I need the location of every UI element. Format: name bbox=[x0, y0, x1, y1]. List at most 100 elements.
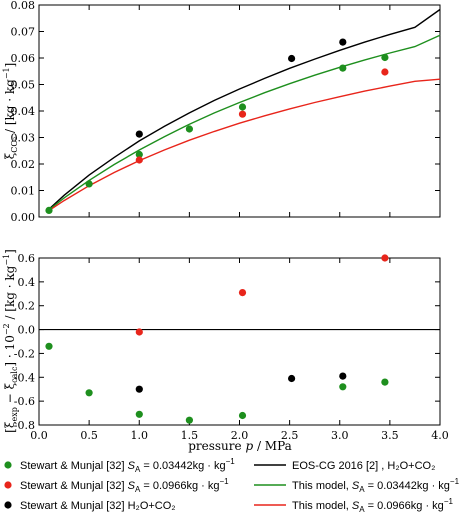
legend-label-prefix-1: Stewart & Munjal [32] bbox=[20, 480, 128, 492]
top-ytick-label-2: 0.02 bbox=[11, 158, 36, 171]
top-panel: 0.00 0.01 0.02 0.03 0.04 0.05 0.06 0.07 0.08 ξCO… bbox=[2, 0, 441, 224]
legend-marker-2 bbox=[4, 501, 12, 509]
legend-label-prefix-0: Stewart & Munjal [32] bbox=[20, 460, 128, 472]
bottom-ylabel-b: − ξ bbox=[3, 382, 17, 407]
top-point-s2-1 bbox=[288, 54, 296, 63]
top-line-series-1 bbox=[48, 34, 441, 211]
top-ylabel-sup: −1 bbox=[2, 67, 11, 79]
bottom-plot-frame bbox=[38, 257, 441, 426]
top-ylabel-main: ξ bbox=[3, 152, 17, 159]
top-ylabel-end: ] bbox=[3, 63, 17, 68]
legend-label-prefix-2: Stewart & Munjal [32] bbox=[20, 500, 128, 512]
top-point-s0-3 bbox=[185, 125, 193, 133]
top-lines bbox=[48, 8, 441, 212]
bottom-ylabel-e: ] bbox=[3, 249, 17, 254]
legend-label-sup-1: −1 bbox=[220, 477, 230, 486]
top-ytick-label-1: 0.01 bbox=[11, 185, 36, 198]
bottom-xtick-label-0: 0.0 bbox=[30, 429, 48, 442]
bottom-point-s2-1 bbox=[288, 374, 296, 383]
top-point-s0-0 bbox=[45, 206, 53, 214]
legend-label-symbol-1: S bbox=[128, 480, 136, 492]
legend-label-sub-5: A bbox=[359, 505, 365, 514]
bottom-y-axis-label: [ξexp − ξcalc] · 10−2 / [kg · kg−1] bbox=[2, 249, 19, 433]
top-ytick-label-0: 0.00 bbox=[11, 211, 36, 224]
top-y-axis-label: ξCO₂ / [kg · kg−1] bbox=[2, 63, 19, 160]
legend-label-5: This model, SA = 0.0966kg · kg−1 bbox=[292, 497, 453, 514]
bottom-point-s1-2 bbox=[381, 254, 389, 262]
legend-marker-1 bbox=[4, 481, 12, 489]
bottom-ytick-label-1: -0.6 bbox=[14, 395, 35, 408]
bottom-ytick-label-6: 0.4 bbox=[18, 276, 36, 289]
bottom-ylabel-sub2: calc bbox=[10, 366, 19, 383]
bottom-point-s0-2 bbox=[135, 410, 143, 418]
bottom-ylabel-c: ] · 10 bbox=[3, 335, 17, 366]
bottom-ylabel-sup1: −2 bbox=[2, 323, 11, 335]
top-point-s0-4 bbox=[238, 103, 247, 111]
top-point-s0-1 bbox=[85, 180, 93, 188]
bottom-ytick-label-5: 0.2 bbox=[18, 300, 36, 313]
bottom-point-s0-5 bbox=[339, 383, 347, 391]
legend-label-3: EOS-CG 2016 [2] , H₂O+CO₂ bbox=[292, 460, 435, 472]
top-point-s2-0 bbox=[135, 130, 143, 138]
legend-label-sub-4: A bbox=[359, 485, 365, 494]
legend-label-sup-5: −1 bbox=[444, 497, 454, 506]
legend-label-sup-4: −1 bbox=[450, 477, 460, 486]
xlabel-p: p bbox=[245, 439, 253, 453]
legend-label-suffix-5: = 0.0966kg · kg bbox=[365, 500, 444, 512]
bottom-xtick-label-3: 1.5 bbox=[181, 429, 199, 442]
legend-label-suffix-2: H₂O+CO₂ bbox=[128, 500, 176, 512]
bottom-ticks: 0.0 0.5 1.0 1.5 2.0 2.5 3.0 3.5 4.0 -0.8 -0.6 -0.4 -… bbox=[14, 252, 449, 442]
top-ytick-label-4: 0.04 bbox=[11, 105, 36, 118]
bottom-point-s1-1 bbox=[238, 289, 247, 297]
legend-label-prefix-5: This model, bbox=[292, 500, 352, 512]
top-ytick-label-6: 0.06 bbox=[11, 52, 36, 65]
bottom-point-s2-2 bbox=[339, 372, 347, 380]
xlabel-b: / MPa bbox=[253, 439, 292, 453]
bottom-point-s0-3 bbox=[185, 416, 193, 424]
legend-label-0: Stewart & Munjal [32] SA = 0.03442kg · k… bbox=[20, 457, 235, 474]
top-ylabel-rest: / [kg · kg bbox=[3, 79, 17, 137]
bottom-ytick-label-2: -0.4 bbox=[14, 371, 35, 384]
bottom-ytick-label-7: 0.6 bbox=[18, 252, 36, 265]
legend-label-sub-1: A bbox=[135, 485, 141, 494]
bottom-xtick-label-1: 0.5 bbox=[80, 429, 98, 442]
legend-marker-0 bbox=[4, 461, 12, 469]
legend-label-sup-0: −1 bbox=[226, 457, 236, 466]
bottom-xtick-label-4: 2.0 bbox=[231, 429, 249, 442]
bottom-ytick-label-0: -0.8 bbox=[14, 419, 35, 432]
top-ytick-label-7: 0.07 bbox=[11, 26, 36, 39]
top-ytick-label-8: 0.08 bbox=[11, 0, 36, 12]
bottom-ylabel-sub1: exp bbox=[10, 407, 19, 421]
legend-label-suffix-1: = 0.0966kg · kg bbox=[140, 480, 219, 492]
top-point-s1-0 bbox=[135, 156, 143, 164]
bottom-xtick-label-7: 3.5 bbox=[381, 429, 399, 442]
top-ticks: 0.00 0.01 0.02 0.03 0.04 0.05 0.06 0.07 0.08 bbox=[11, 0, 441, 224]
bottom-point-s2-0 bbox=[135, 385, 143, 393]
top-ytick-label-5: 0.05 bbox=[11, 79, 36, 92]
top-line-series-2 bbox=[48, 78, 441, 212]
xlabel-a: pressure bbox=[188, 439, 245, 453]
legend-label-suffix-4: = 0.03442kg · kg bbox=[365, 480, 450, 492]
legend-label-sub-0: A bbox=[135, 465, 141, 474]
top-point-s1-1 bbox=[238, 110, 247, 118]
top-ytick-label-3: 0.03 bbox=[11, 132, 36, 145]
bottom-ytick-label-3: -0.2 bbox=[14, 347, 35, 360]
top-point-s1-2 bbox=[381, 68, 389, 76]
bottom-ytick-label-4: 0.0 bbox=[18, 324, 36, 337]
bottom-ylabel-a: [ξ bbox=[3, 421, 17, 433]
legend-label-1: Stewart & Munjal [32] SA = 0.0966kg · kg… bbox=[20, 477, 229, 494]
top-point-s2-2 bbox=[339, 38, 347, 46]
legend-label-prefix-3: EOS-CG 2016 [2] , H₂O+CO₂ bbox=[292, 460, 435, 472]
top-ylabel-sub: CO₂ bbox=[10, 137, 19, 153]
x-axis-label: pressure p / MPa bbox=[188, 439, 292, 453]
top-point-s0-5 bbox=[339, 64, 347, 72]
top-line-series-0 bbox=[48, 8, 441, 210]
bottom-xtick-label-8: 4.0 bbox=[431, 429, 449, 442]
legend-label-prefix-4: This model, bbox=[292, 480, 352, 492]
top-point-s0-2 bbox=[135, 150, 143, 159]
legend-label-suffix-0: = 0.03442kg · kg bbox=[140, 460, 225, 472]
bottom-point-s0-0 bbox=[45, 342, 53, 350]
bottom-xtick-label-5: 2.5 bbox=[281, 429, 299, 442]
legend: Stewart & Munjal [32] SA = 0.03442kg · k… bbox=[4, 457, 460, 514]
